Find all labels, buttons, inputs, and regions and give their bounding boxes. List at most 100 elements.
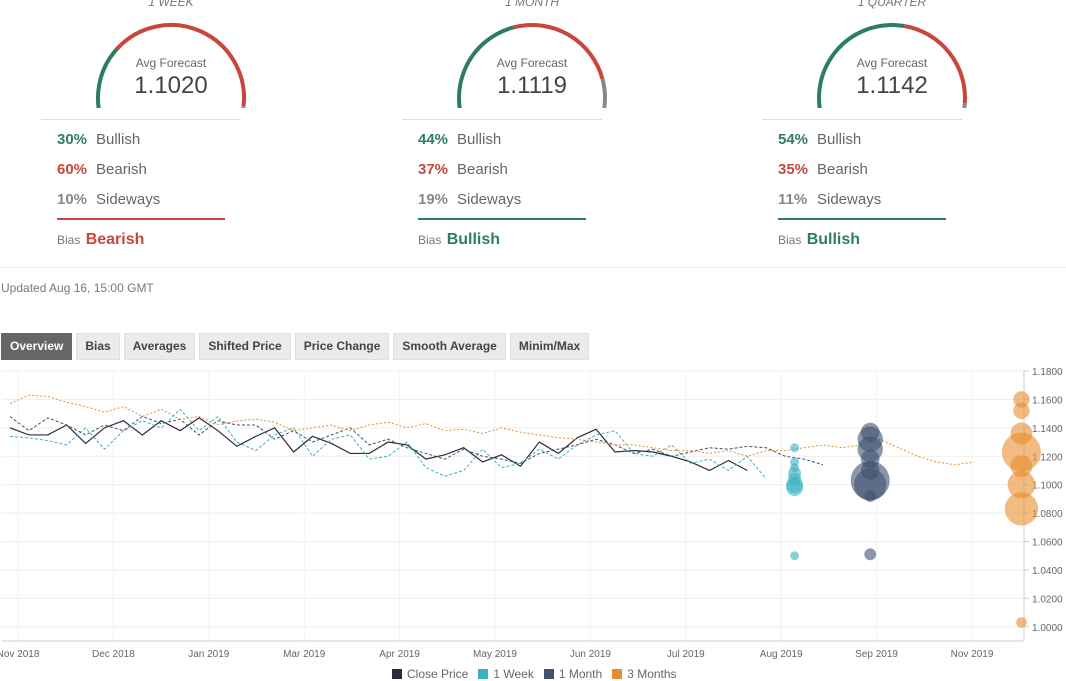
card-divider (762, 119, 962, 120)
y-tick-label: 1.1200 (1032, 452, 1063, 463)
gauge-segment-sideways (241, 105, 246, 108)
legend-label: 1 Month (558, 667, 603, 681)
tab-smooth-average[interactable]: Smooth Average (393, 333, 506, 360)
stat-pct: 11% (778, 191, 808, 208)
forecast-point-1-week (790, 551, 800, 561)
bias-underline (778, 218, 946, 220)
stat-label: Sideways (96, 191, 161, 208)
forecast-point-3-months (1013, 402, 1030, 419)
card-divider (402, 119, 602, 120)
legend-swatch (543, 669, 554, 679)
avg-forecast-value: 1.1020 (134, 72, 208, 99)
gauge-segment-bearish (903, 24, 967, 104)
bias-value: Bearish (85, 231, 145, 248)
gauge-segment-sideways (600, 78, 607, 108)
updated-timestamp: Updated Aug 16, 15:00 GMT (1, 281, 154, 295)
bias-label: Bias (418, 233, 442, 247)
tab-averages[interactable]: Averages (123, 333, 196, 360)
forecast-point-3-months (1016, 617, 1027, 628)
forecast-gauge (817, 23, 967, 108)
series-line-3-months (9, 394, 975, 466)
series-line-1-month (9, 415, 824, 466)
x-tick-label: Jul 2019 (667, 649, 705, 660)
stat-pct: 60% (57, 161, 88, 178)
legend-swatch (612, 669, 623, 679)
bias-row: Bias Bullish (418, 231, 500, 249)
forecast-point-3-months (1004, 492, 1039, 526)
forecast-point-1-week (790, 443, 800, 453)
legend-label: 1 Week (493, 667, 534, 681)
x-tick-label: Apr 2019 (379, 649, 420, 660)
legend-item-close-price[interactable]: Close Price (392, 667, 468, 681)
bias-label: Bias (778, 233, 802, 247)
x-tick-label: Nov 2019 (951, 649, 994, 660)
forecast-chart: 1.1800 1.1600 1.1400 1.1200 1.1000 1.0800 1.06… (0, 368, 1063, 660)
forecast-point-3-months (1013, 391, 1030, 408)
forecast-point-1-month (864, 548, 877, 561)
bias-underline (418, 218, 586, 220)
y-tick-label: 1.0800 (1032, 509, 1063, 520)
stat-bullish: 30% Bullish (57, 131, 140, 148)
x-tick-label: Dec 2018 (92, 649, 135, 660)
series-line-1-week (9, 408, 767, 480)
tab-bias[interactable]: Bias (76, 333, 120, 360)
x-tick-label: Sep 2019 (855, 649, 898, 660)
stat-sideways: 10% Sideways (57, 191, 160, 208)
y-tick-label: 1.1000 (1032, 481, 1063, 492)
legend-item-3-months[interactable]: 3 Months (612, 667, 677, 681)
tab-overview[interactable]: Overview (1, 333, 73, 360)
x-tick-label: May 2019 (473, 649, 517, 660)
legend-swatch (392, 669, 402, 679)
forecast-point-1-month (864, 490, 877, 502)
stat-label: Bullish (457, 131, 502, 148)
forecast-point-3-months (1010, 455, 1033, 478)
stat-bullish: 54% Bullish (778, 131, 861, 148)
avg-forecast-label: Avg Forecast (496, 56, 568, 70)
legend-swatch (478, 669, 489, 679)
chart-legend: Close Price 1 Week 1 Month 3 Months (392, 667, 677, 681)
stat-label: Sideways (457, 191, 522, 208)
x-tick-label: Aug 2019 (760, 649, 803, 660)
forecast-gauge (457, 23, 607, 108)
stat-label: Bearish (817, 161, 868, 178)
y-tick-label: 1.1600 (1032, 395, 1063, 406)
x-tick-label: Jan 2019 (188, 649, 230, 660)
period-label: 1 WEEK (148, 0, 194, 9)
stat-bearish: 60% Bearish (57, 161, 147, 178)
y-tick-label: 1.1800 (1032, 368, 1063, 378)
chart-tabs: Overview Bias Averages Shifted Price Pri… (1, 333, 590, 360)
stat-pct: 10% (57, 191, 88, 208)
tab-minim-max[interactable]: Minim/Max (509, 333, 590, 360)
stat-label: Bearish (96, 161, 147, 178)
stat-bearish: 37% Bearish (418, 161, 508, 178)
stat-label: Sideways (817, 191, 882, 208)
tab-price-change[interactable]: Price Change (294, 333, 390, 360)
legend-item-1-month[interactable]: 1 Month (543, 667, 603, 681)
series-line-close-price (9, 417, 748, 472)
legend-item-1-week[interactable]: 1 Week (478, 667, 534, 681)
avg-forecast-label: Avg Forecast (135, 56, 207, 70)
y-tick-label: 1.0200 (1032, 594, 1063, 605)
avg-forecast-value: 1.1142 (856, 72, 928, 99)
legend-label: Close Price (407, 667, 469, 681)
bias-label: Bias (57, 233, 81, 247)
gauge-segment-sideways (962, 102, 967, 108)
stat-pct: 30% (57, 131, 88, 148)
stat-sideways: 11% Sideways (778, 191, 881, 208)
period-label: 1 QUARTER (857, 0, 927, 9)
gauge-segment-bullish (817, 23, 905, 108)
gauge-segment-bullish (457, 25, 515, 108)
y-tick-label: 1.1400 (1032, 424, 1063, 435)
forecast-point-1-week (786, 479, 804, 496)
forecast-point-3-months (1007, 470, 1036, 499)
y-tick-label: 1.0600 (1032, 538, 1063, 549)
section-divider (0, 267, 1066, 268)
stat-pct: 44% (418, 131, 449, 148)
avg-forecast-value: 1.1119 (497, 72, 567, 99)
stat-pct: 37% (418, 161, 449, 178)
stat-bullish: 44% Bullish (418, 131, 501, 148)
y-tick-label: 1.0400 (1032, 566, 1063, 577)
stat-pct: 35% (778, 161, 809, 178)
tab-shifted-price[interactable]: Shifted Price (199, 333, 291, 360)
stat-label: Bearish (457, 161, 508, 178)
